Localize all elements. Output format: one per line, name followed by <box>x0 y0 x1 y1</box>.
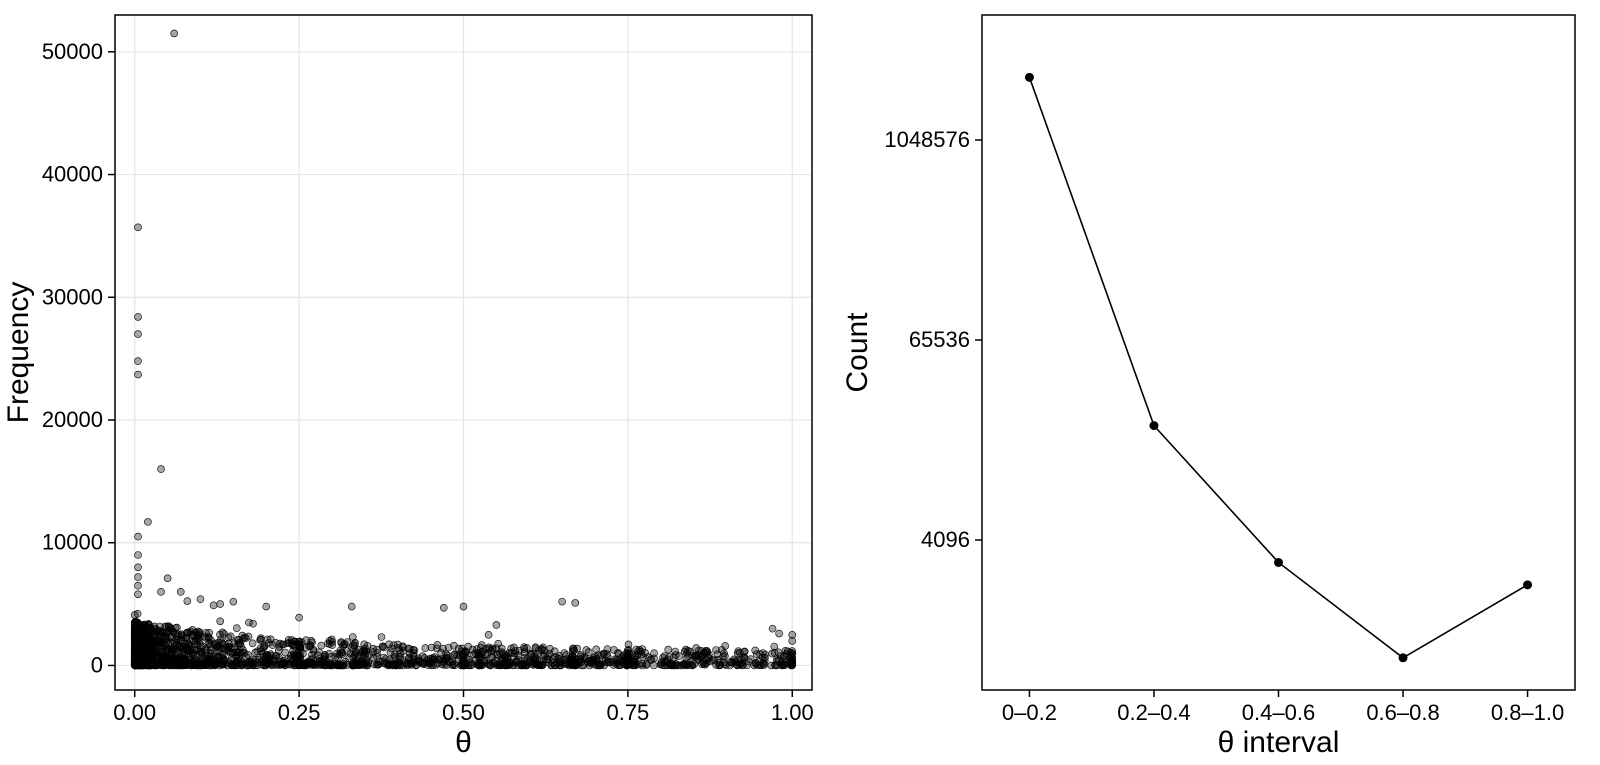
svg-text:1048576: 1048576 <box>884 127 970 152</box>
right-ylabel: Count <box>841 312 874 393</box>
svg-text:1.00: 1.00 <box>771 700 814 725</box>
right-panel: 0–0.2 0.2–0.4 0.4–0.6 0.6–0.8 0.8–1.0 4096 655… <box>832 0 1600 765</box>
svg-text:65536: 65536 <box>909 327 970 352</box>
svg-text:0.25: 0.25 <box>278 700 321 725</box>
svg-text:40000: 40000 <box>42 162 103 187</box>
svg-text:0.6–0.8: 0.6–0.8 <box>1366 700 1439 725</box>
svg-text:0.75: 0.75 <box>606 700 649 725</box>
svg-text:0.4–0.6: 0.4–0.6 <box>1242 700 1315 725</box>
left-plot-area: 0.00 0.25 0.50 0.75 1.00 0 10000 20000 30000 4000… <box>42 15 814 725</box>
figure-container: 0.00 0.25 0.50 0.75 1.00 0 10000 20000 30000 4000… <box>0 0 1600 765</box>
svg-text:0.00: 0.00 <box>113 700 156 725</box>
left-xlabel: θ <box>455 726 472 759</box>
svg-text:0–0.2: 0–0.2 <box>1002 700 1057 725</box>
svg-text:0.50: 0.50 <box>442 700 485 725</box>
svg-text:0.2–0.4: 0.2–0.4 <box>1117 700 1190 725</box>
line-chart: 0–0.2 0.2–0.4 0.4–0.6 0.6–0.8 0.8–1.0 4096 655… <box>832 0 1600 765</box>
svg-text:10000: 10000 <box>42 530 103 555</box>
left-ylabel: Frequency <box>2 282 35 424</box>
right-plot-area: 0–0.2 0.2–0.4 0.4–0.6 0.6–0.8 0.8–1.0 4096 655… <box>884 15 1575 725</box>
svg-text:4096: 4096 <box>921 527 970 552</box>
svg-text:30000: 30000 <box>42 284 103 309</box>
svg-text:0.8–1.0: 0.8–1.0 <box>1491 700 1564 725</box>
right-xlabel: θ interval <box>1218 726 1340 759</box>
svg-text:50000: 50000 <box>42 39 103 64</box>
svg-text:20000: 20000 <box>42 407 103 432</box>
left-panel: 0.00 0.25 0.50 0.75 1.00 0 10000 20000 30000 4000… <box>0 0 832 765</box>
svg-text:0: 0 <box>91 652 103 677</box>
scatter-chart: 0.00 0.25 0.50 0.75 1.00 0 10000 20000 30000 4000… <box>0 0 832 765</box>
